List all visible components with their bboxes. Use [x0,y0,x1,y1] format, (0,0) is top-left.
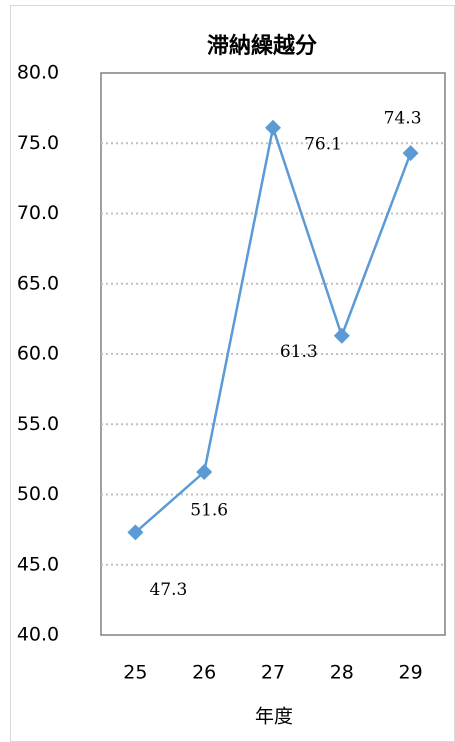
marker [265,119,281,136]
x-axis-label: 年度 [255,706,293,728]
marker [402,145,419,162]
y-tick-label: 75.0 [17,132,59,154]
y-tick-label: 80.0 [17,62,59,84]
x-tick-label: 28 [330,662,354,684]
x-tick-label: 26 [192,662,216,684]
y-tick-label: 45.0 [17,553,59,575]
marker [196,464,213,481]
x-tick-label: 25 [123,662,147,684]
marker [127,524,144,541]
data-label: 76.1 [304,134,342,154]
chart-border [10,5,455,742]
data-label: 47.3 [149,580,187,600]
y-tick-label: 40.0 [17,624,59,646]
y-tick-label: 50.0 [17,483,59,505]
y-tick-label: 65.0 [17,272,59,294]
marker [333,327,350,344]
data-label: 61.3 [280,342,318,362]
y-tick-label: 55.0 [17,413,59,435]
data-label: 51.6 [190,501,228,521]
y-tick-label: 70.0 [17,202,59,224]
x-tick-label: 27 [261,662,285,684]
x-tick-label: 29 [399,662,423,684]
y-tick-label: 60.0 [17,343,59,365]
data-label: 74.3 [384,109,422,129]
chart-title: 滞納繰越分 [207,33,317,59]
